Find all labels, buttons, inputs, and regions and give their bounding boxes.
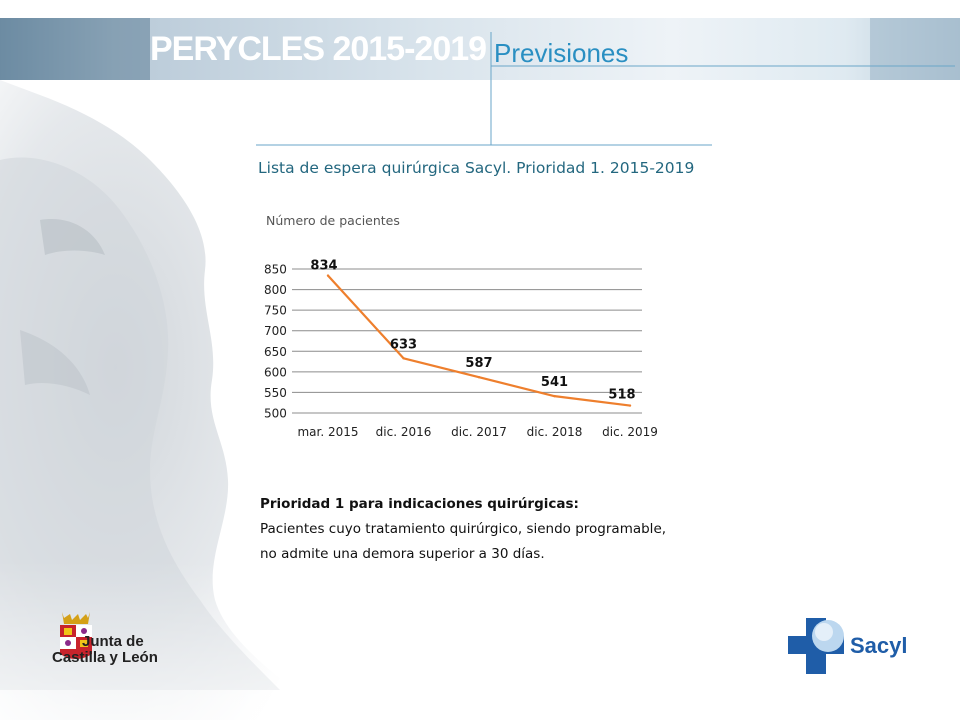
- data-label-0: 834: [310, 259, 337, 274]
- note-heading: Prioridad 1 para indicaciones quirúrgica…: [260, 492, 730, 517]
- y-tick-label-600: 600: [264, 365, 287, 379]
- note-line-1: Pacientes cuyo tratamiento quirúrgico, s…: [260, 517, 730, 542]
- x-tick-label-3: dic. 2018: [527, 425, 583, 439]
- y-tick-label-850: 850: [264, 263, 287, 277]
- y-tick-label-700: 700: [264, 324, 287, 338]
- jcyl-logo-line1: Junta de: [82, 634, 144, 650]
- brand-title: PERYCLES 2015-2019: [150, 30, 486, 69]
- y-tick-label-800: 800: [264, 283, 287, 297]
- data-label-1: 633: [390, 337, 417, 352]
- section-title: Previsiones: [494, 38, 628, 69]
- x-tick-label-4: dic. 2019: [602, 425, 658, 439]
- chart-title: Lista de espera quirúrgica Sacyl. Priori…: [258, 159, 694, 177]
- data-point-2: [478, 376, 480, 378]
- data-point-0: [327, 274, 329, 276]
- jcyl-logo-line2: Castilla y León: [52, 650, 158, 666]
- data-point-1: [402, 357, 404, 359]
- x-tick-label-1: dic. 2016: [376, 425, 432, 439]
- note-line-2: no admite una demora superior a 30 días.: [260, 542, 730, 567]
- data-label-4: 518: [608, 388, 635, 403]
- x-tick-label-0: mar. 2015: [297, 425, 358, 439]
- data-point-3: [553, 395, 555, 397]
- sacyl-logo-text: Sacyl: [850, 633, 908, 659]
- data-point-4: [629, 404, 631, 406]
- series-line: [328, 276, 630, 406]
- y-tick-label-500: 500: [264, 407, 287, 421]
- data-label-2: 587: [465, 356, 492, 371]
- line-chart: 500 550 600 650 700 750 800 850 mar. 2015 dic. 20…: [250, 240, 670, 450]
- priority-note: Prioridad 1 para indicaciones quirúrgica…: [260, 492, 730, 567]
- y-axis-caption: Número de pacientes: [266, 213, 400, 228]
- y-tick-label-550: 550: [264, 386, 287, 400]
- y-tick-label-650: 650: [264, 345, 287, 359]
- x-tick-label-2: dic. 2017: [451, 425, 507, 439]
- data-label-3: 541: [541, 375, 568, 390]
- y-tick-label-750: 750: [264, 304, 287, 318]
